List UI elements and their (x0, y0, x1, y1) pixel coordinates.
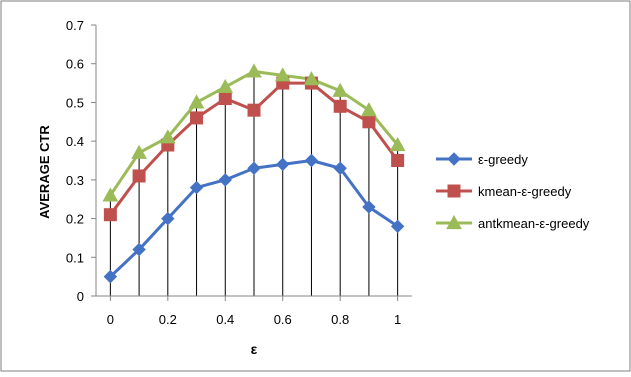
data-point-diamond (247, 161, 261, 175)
legend-marker-diamond (447, 152, 461, 166)
legend-label: antkmean-ε-greedy (478, 216, 590, 231)
data-point-square (190, 111, 204, 125)
y-tick-label: 0.7 (66, 18, 84, 33)
data-point-triangle (303, 71, 320, 86)
data-point-triangle (159, 129, 176, 144)
data-point-triangle (389, 136, 406, 152)
y-tick-labels: 0 0.1 0.2 0.3 0.4 0.5 0.6 0.7 (66, 18, 96, 304)
data-point-diamond (304, 153, 319, 168)
y-tick-label: 0.6 (66, 57, 84, 72)
y-tick-label: 0.5 (66, 95, 84, 110)
axes (95, 25, 412, 297)
data-point-square (391, 154, 405, 167)
x-tick-label: 0 (107, 312, 114, 327)
data-point-diamond (276, 157, 290, 172)
data-point-diamond (189, 180, 204, 195)
data-point-square (132, 169, 146, 183)
data-point-diamond (362, 200, 376, 214)
y-tick-label: 0.1 (66, 250, 84, 265)
x-tick-label: 0.4 (216, 312, 234, 327)
data-point-diamond (333, 161, 347, 175)
data-point-diamond (161, 211, 175, 226)
data-point-triangle (131, 144, 147, 159)
data-point-square (362, 115, 376, 129)
data-point-square (333, 99, 347, 113)
legend: ε-greedy kmean-ε-greedy antkmean-ε-greedy (436, 152, 590, 231)
x-tick-label: 1 (394, 312, 401, 327)
data-point-triangle (188, 94, 205, 109)
data-point-diamond (218, 173, 232, 187)
data-point-square (218, 92, 232, 106)
data-point-triangle (274, 67, 291, 82)
data-point-triangle (217, 78, 234, 94)
y-tick-label: 0.3 (66, 173, 84, 188)
x-axis-title: ε (251, 341, 258, 357)
y-tick-label: 0.4 (66, 134, 84, 149)
data-point-triangle (246, 63, 262, 78)
legend-marker-square (447, 184, 461, 198)
legend-label: ε-greedy (478, 152, 528, 167)
y-axis-title: AVERAGE CTR (37, 125, 52, 219)
x-tick-label: 0.2 (159, 312, 177, 327)
x-tick-label: 0.6 (274, 312, 292, 327)
x-tick-label: 0.8 (331, 312, 349, 327)
data-point-square (247, 103, 261, 117)
data-point-triangle (361, 102, 377, 117)
data-point-triangle (102, 187, 119, 202)
legend-marker-triangle (446, 214, 462, 230)
x-tick-labels: 0 0.2 0.4 0.6 0.8 1 (107, 296, 401, 327)
y-tick-label: 0 (77, 289, 84, 304)
y-tick-label: 0.2 (66, 212, 84, 227)
data-point-triangle (332, 82, 349, 97)
data-point-square (103, 208, 117, 222)
data-point-diamond (103, 269, 118, 284)
data-point-diamond (132, 242, 146, 257)
series-markers (102, 63, 406, 284)
legend-label: kmean-ε-greedy (478, 184, 572, 199)
data-point-diamond (390, 219, 405, 234)
